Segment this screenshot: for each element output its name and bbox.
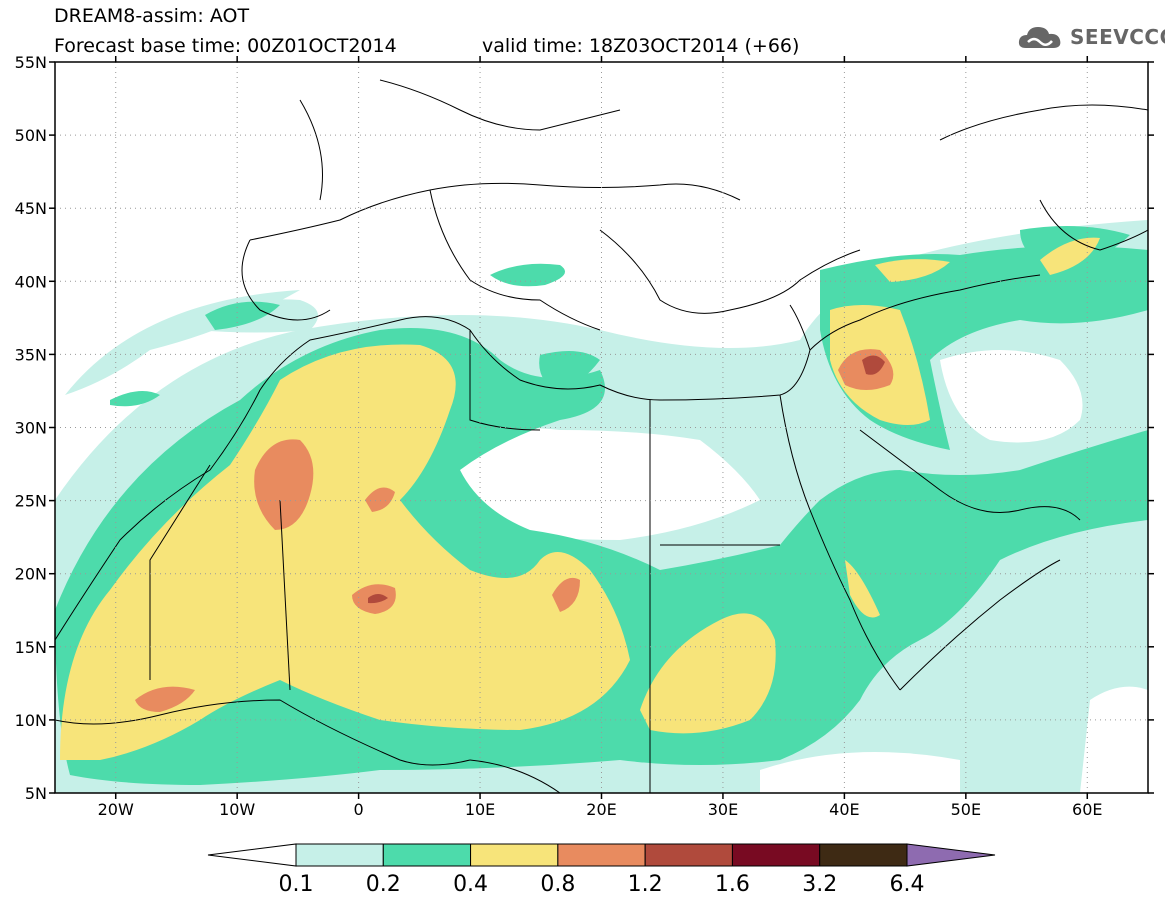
colorbar-swatch bbox=[295, 843, 384, 867]
colorbar-swatch bbox=[470, 843, 559, 867]
base-time-text: Forecast base time: 00Z01OCT2014 bbox=[54, 35, 397, 57]
colorbar-label: 1.2 bbox=[627, 872, 663, 897]
colorbar-label: 0.1 bbox=[278, 872, 314, 897]
colorbar-label: 0.8 bbox=[540, 872, 576, 897]
lon-label: 10E bbox=[465, 800, 495, 819]
model-title: DREAM8-assim: AOT bbox=[54, 5, 250, 27]
lat-label: 25N bbox=[15, 492, 47, 511]
colorbar bbox=[207, 843, 996, 867]
lat-label: 15N bbox=[15, 638, 47, 657]
colorbar-label: 0.4 bbox=[453, 872, 489, 897]
seevccc-logo: SEEVCCC bbox=[1016, 22, 1165, 52]
lat-label: 40N bbox=[15, 272, 47, 291]
colorbar-high-arrow bbox=[906, 843, 996, 867]
lon-label: 50E bbox=[951, 800, 981, 819]
colorbar-label: 3.2 bbox=[802, 872, 838, 897]
colorbar-swatch bbox=[382, 843, 472, 867]
colorbar-label: 1.6 bbox=[714, 872, 750, 897]
colorbar-swatch bbox=[557, 843, 646, 867]
lat-label: 50N bbox=[15, 126, 47, 145]
lon-label: 0 bbox=[354, 800, 364, 819]
lon-label: 10W bbox=[219, 800, 255, 819]
colorbar-swatch bbox=[644, 843, 733, 867]
lat-axis: 55N 50N 45N 40N 35N 30N 25N 20N 15N 10N 5N bbox=[15, 53, 1154, 803]
logo-text: SEEVCCC bbox=[1070, 25, 1165, 49]
colorbar-label: 6.4 bbox=[889, 872, 925, 897]
colorbar-label: 0.2 bbox=[365, 872, 401, 897]
lat-label: 45N bbox=[15, 199, 47, 218]
lat-label: 5N bbox=[25, 784, 47, 803]
lon-axis: 20W 10W 0 10E 20E 30E 40E 50E 60E bbox=[98, 56, 1103, 819]
lat-label: 20N bbox=[15, 565, 47, 584]
lon-label: 20W bbox=[98, 800, 134, 819]
lon-label: 30E bbox=[708, 800, 738, 819]
cloud-icon bbox=[1018, 27, 1061, 48]
lat-label: 30N bbox=[15, 419, 47, 438]
colorbar-low-arrow bbox=[207, 843, 297, 867]
colorbar-swatch bbox=[731, 843, 821, 867]
lon-label: 40E bbox=[829, 800, 859, 819]
lat-label: 35N bbox=[15, 345, 47, 364]
lon-label: 20E bbox=[586, 800, 616, 819]
aot-field bbox=[55, 62, 1148, 793]
lon-label: 60E bbox=[1072, 800, 1102, 819]
colorbar-swatch bbox=[819, 843, 908, 867]
valid-time-text: valid time: 18Z03OCT2014 (+66) bbox=[482, 35, 800, 57]
lat-label: 55N bbox=[15, 53, 47, 72]
lat-label: 10N bbox=[15, 711, 47, 730]
